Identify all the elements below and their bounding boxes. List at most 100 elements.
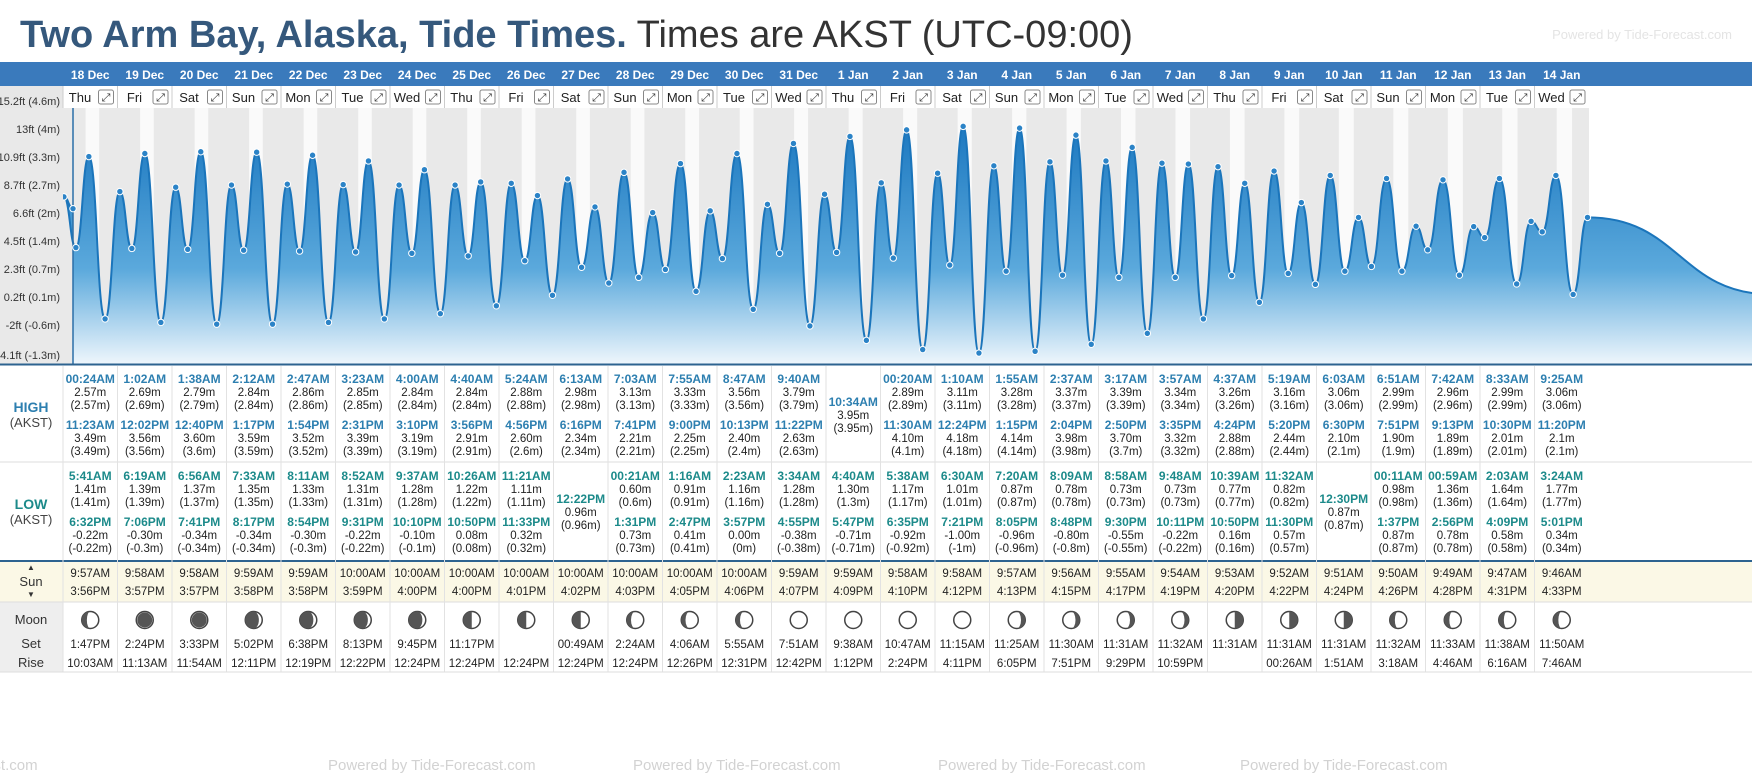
moon-phase-waning-crescent-icon	[1498, 610, 1517, 630]
footer-credit[interactable]: Powered by Tide-Forecast.com	[0, 757, 38, 774]
moonset-time: 11:15AM	[940, 639, 985, 651]
footer-credit[interactable]: Powered by Tide-Forecast.com	[938, 757, 1146, 774]
moon-phase-waxing-crescent-icon	[244, 610, 263, 630]
low-height-alt: (1.28m)	[397, 497, 437, 509]
low-height-alt: (0.96m)	[561, 520, 601, 532]
expand-day-button[interactable]: ⤢	[479, 89, 496, 105]
moonrise-time: 9:29PM	[1106, 658, 1146, 670]
high-time: 12:02PM	[120, 418, 169, 432]
footer-credit[interactable]: Powered by Tide-Forecast.com	[633, 757, 841, 774]
expand-day-button[interactable]: ⤢	[1024, 89, 1041, 105]
sunset-time: 4:31PM	[1487, 586, 1527, 598]
date-header: 10 Jan	[1325, 68, 1362, 82]
low-height-alt: (0.78m)	[1051, 497, 1091, 509]
high-height: 2.40m	[728, 433, 760, 445]
expand-day-button[interactable]: ⤢	[1460, 89, 1477, 105]
high-height-alt: (2.01m)	[1487, 446, 1527, 458]
moonset-time: 5:02PM	[234, 639, 274, 651]
tide-point	[775, 249, 784, 257]
moonrise-time: 12:24PM	[394, 658, 440, 670]
high-time: 3:56PM	[451, 418, 493, 432]
low-height-alt: (0.57m)	[1269, 543, 1309, 555]
high-height-alt: (3.6m)	[183, 446, 216, 458]
high-height: 3.56m	[728, 387, 760, 399]
sunset-time: 3:58PM	[288, 586, 328, 598]
expand-day-button[interactable]: ⤢	[1079, 89, 1095, 105]
low-height-alt: (0m)	[732, 543, 756, 555]
high-height-alt: (1.9m)	[1382, 446, 1415, 458]
expand-day-button[interactable]: ⤢	[697, 89, 714, 105]
tide-point	[959, 122, 967, 131]
expand-day-button[interactable]: ⤢	[1406, 89, 1422, 105]
moonset-time: 6:38PM	[288, 639, 328, 651]
expand-day-button[interactable]: ⤢	[806, 89, 823, 105]
high-height: 2.63m	[783, 433, 815, 445]
sunset-time: 3:57PM	[125, 586, 165, 598]
expand-day-button[interactable]: ⤢	[1297, 89, 1313, 105]
expand-icon: ⤢	[1410, 91, 1419, 104]
moonrise-time: 10:59PM	[1157, 658, 1203, 670]
high-height-alt: (2.21m)	[615, 446, 655, 458]
low-time: 11:33PM	[502, 515, 550, 529]
expand-day-button[interactable]: ⤢	[1515, 89, 1531, 105]
date-header: 1 Jan	[838, 68, 869, 82]
low-height-alt: (-1m)	[949, 543, 977, 555]
expand-day-button[interactable]: ⤢	[152, 89, 169, 105]
tide-line	[62, 125, 1752, 355]
footer-credit[interactable]: Powered by Tide-Forecast.com	[328, 757, 536, 774]
high-height: 3.49m	[74, 433, 106, 445]
weekday-label: Thu	[1213, 90, 1235, 105]
expand-day-button[interactable]: ⤢	[1569, 89, 1586, 105]
tide-point	[846, 132, 854, 141]
expand-day-button[interactable]: ⤢	[1188, 89, 1204, 105]
expand-day-button[interactable]: ⤢	[915, 89, 932, 105]
tide-point	[172, 183, 180, 191]
expand-day-button[interactable]: ⤢	[970, 89, 986, 105]
y-axis-gutter	[0, 108, 63, 364]
expand-day-button[interactable]: ⤢	[1351, 89, 1368, 105]
weekday-label: Sun	[995, 90, 1018, 105]
tide-point	[706, 207, 714, 215]
low-time: 2:03AM	[1486, 469, 1529, 483]
low-height-alt: (1.77m)	[1542, 497, 1582, 509]
moon-phase-first-quarter-icon	[517, 610, 536, 630]
expand-day-button[interactable]: ⤢	[534, 89, 550, 105]
sunrise-time: 9:49AM	[1433, 568, 1473, 580]
high-height-alt: (2.89m)	[888, 400, 928, 412]
expand-day-button[interactable]: ⤢	[1242, 89, 1259, 105]
weekday-label: Wed	[1538, 90, 1565, 105]
moonrise-time: 4:11PM	[943, 658, 982, 670]
expand-day-button[interactable]: ⤢	[861, 89, 877, 105]
high-height-alt: (3.13m)	[615, 400, 655, 412]
moonset-time: 11:38AM	[1485, 639, 1530, 651]
expand-day-button[interactable]: ⤢	[643, 89, 659, 105]
high-height: 2.91m	[456, 433, 488, 445]
tide-point	[1439, 176, 1447, 184]
expand-day-button[interactable]: ⤢	[370, 89, 387, 105]
high-height: 2.44m	[1273, 433, 1305, 445]
expand-day-button[interactable]: ⤢	[425, 89, 441, 105]
expand-day-button[interactable]: ⤢	[261, 89, 278, 105]
header-credit[interactable]: Powered by Tide-Forecast.com	[1552, 27, 1732, 42]
tide-point	[141, 149, 149, 158]
tide-point	[933, 169, 942, 177]
high-time: 10:13PM	[720, 418, 769, 432]
expand-day-button[interactable]: ⤢	[98, 89, 114, 105]
footer-credit[interactable]: Powered by Tide-Forecast.com	[1240, 757, 1448, 774]
expand-day-button[interactable]: ⤢	[316, 89, 332, 105]
tide-point	[283, 180, 292, 188]
expand-day-button[interactable]: ⤢	[588, 89, 605, 105]
high-height-alt: (2.84m)	[234, 400, 274, 412]
expand-day-button[interactable]: ⤢	[207, 89, 223, 105]
low-time: 8:17PM	[233, 515, 275, 529]
tide-point	[464, 252, 472, 260]
sunset-time: 3:57PM	[179, 586, 219, 598]
expand-day-button[interactable]: ⤢	[752, 89, 768, 105]
low-time: 1:16AM	[668, 469, 711, 483]
high-height: 2.96m	[1437, 387, 1469, 399]
weekday-label: Mon	[285, 90, 310, 105]
expand-day-button[interactable]: ⤢	[1133, 89, 1150, 105]
tide-point	[1015, 124, 1024, 132]
high-height: 3.28m	[1001, 387, 1033, 399]
